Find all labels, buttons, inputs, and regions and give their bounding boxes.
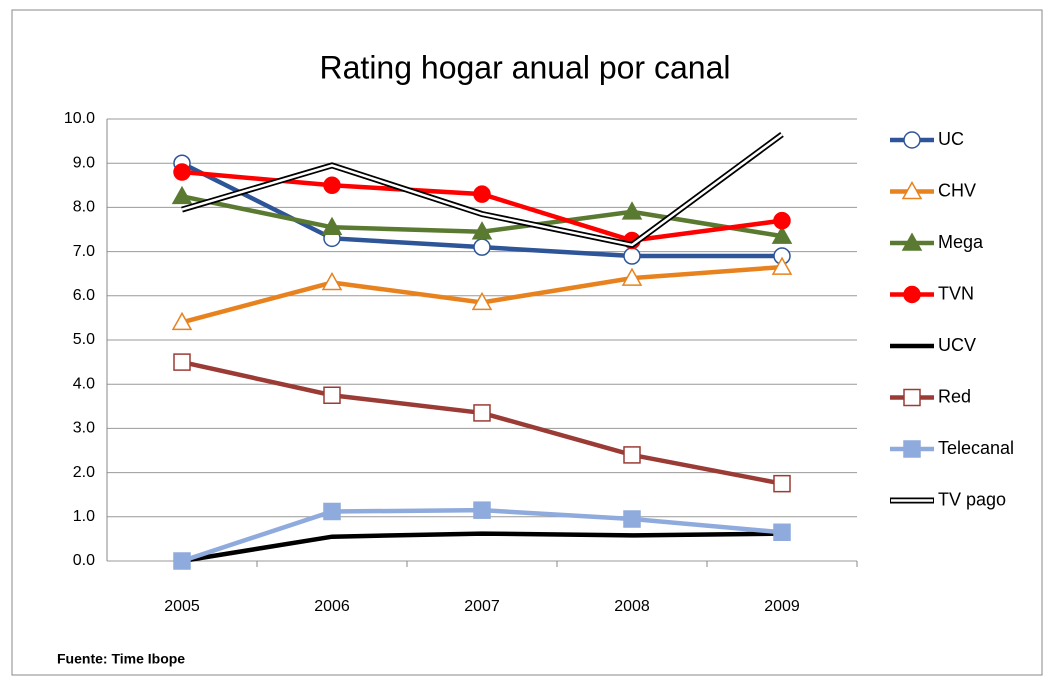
x-tick-label: 2006 [314,598,350,615]
y-tick-label: 6.0 [73,287,95,304]
point [621,267,643,286]
legend-marker [903,440,921,458]
point [771,256,793,275]
point [473,404,491,422]
point [171,311,193,331]
x-tick-label: 2007 [464,598,500,615]
legend-label: Mega [938,232,984,252]
y-tick-label: 9.0 [73,154,95,171]
legend-label: Telecanal [938,438,1014,458]
y-tick-label: 7.0 [73,243,95,260]
legend-label: Red [938,386,971,406]
legend-marker [903,388,921,407]
point [473,185,491,203]
point [323,176,341,195]
point [321,272,343,291]
legend-marker [903,285,921,304]
point [173,353,191,371]
y-tick-label: 3.0 [73,420,95,437]
y-tick-label: 10.0 [64,110,95,127]
point [173,552,191,570]
x-tick-label: 2008 [614,598,650,615]
point [171,185,193,205]
legend-marker [903,131,921,149]
series-line-inner [181,133,783,247]
y-tick-label: 2.0 [73,464,95,481]
chart-frame [11,9,1043,676]
point [173,163,191,181]
legend-label: TVN [938,283,974,303]
point [773,211,791,230]
y-tick-label: 1.0 [73,508,95,525]
x-tick-label: 2005 [164,598,200,615]
legend-label: TV pago [938,489,1006,509]
legend-marker [901,180,923,200]
point [471,291,493,311]
point [323,386,341,404]
legend-label: UCV [938,335,976,355]
point [473,501,491,519]
series-line [181,531,783,564]
legend-marker [901,232,923,251]
point [623,510,641,528]
point [323,502,341,521]
y-tick-label: 5.0 [73,331,95,348]
y-tick-label: 4.0 [73,375,95,392]
chart-title: Rating hogar anual por canal [320,49,731,85]
x-tick-label: 2009 [764,598,800,615]
point [473,238,491,256]
legend-label: CHV [938,180,976,200]
point [621,201,643,220]
footnote: Fuente: Time Ibope [57,651,185,667]
point [623,446,641,464]
point [771,225,793,244]
y-tick-label: 0.0 [73,552,95,569]
point [471,221,493,240]
legend-label: UC [938,129,964,149]
point [773,523,791,542]
point [773,474,791,493]
point [321,216,343,236]
point [623,247,641,265]
y-tick-label: 8.0 [73,199,95,216]
